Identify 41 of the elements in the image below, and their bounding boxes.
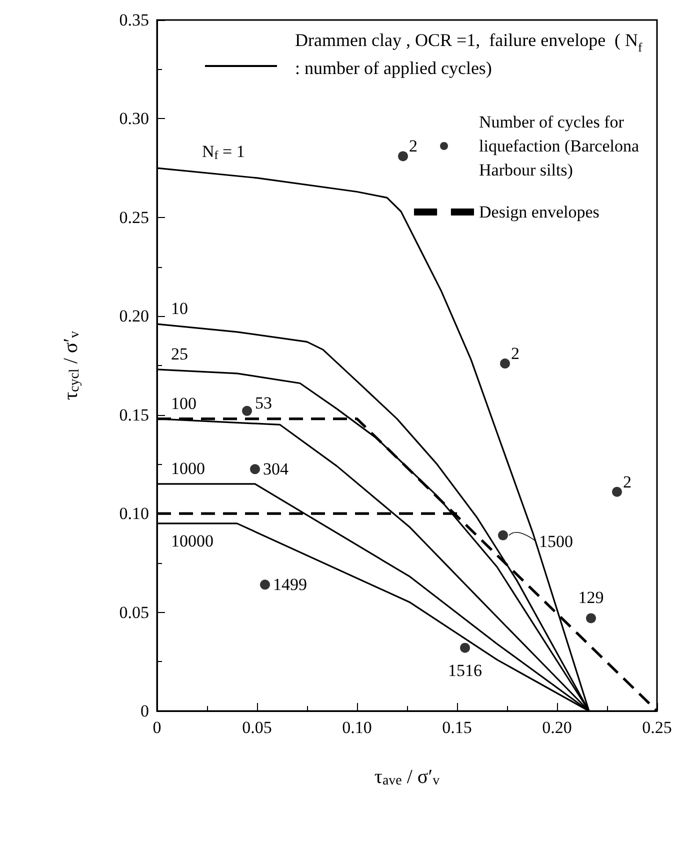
- x-axis-title: τave / σ′v: [374, 766, 440, 788]
- y-tick-label: 0.20: [119, 306, 149, 326]
- point: [260, 580, 270, 590]
- x-tick-label: 0: [152, 718, 162, 737]
- x-tick-label: 0.25: [642, 718, 672, 737]
- y-tick-label: 0.15: [119, 405, 149, 424]
- annotation: 2: [511, 344, 520, 364]
- point: [612, 486, 622, 497]
- y-tick-label: 0.25: [119, 208, 149, 227]
- y-axis-title: τcycl / σ′v: [60, 330, 82, 400]
- y-tick-label: 0.05: [119, 602, 149, 622]
- series-label: 25: [171, 344, 188, 364]
- series-label: 1000: [171, 458, 205, 478]
- annotation: 1500: [539, 532, 573, 551]
- y-tick-label: 0.10: [119, 504, 149, 524]
- annotation: 1516: [448, 660, 482, 680]
- y-tick-label: 0.30: [119, 109, 149, 128]
- x-tick-label: 0.20: [542, 718, 572, 737]
- annotation: 2: [623, 472, 632, 492]
- series-label: 10000: [171, 531, 214, 550]
- annotation: 2: [409, 136, 418, 156]
- point: [460, 642, 470, 653]
- annotation: 304: [263, 460, 289, 479]
- y-tick-label: 0.35: [119, 10, 149, 30]
- x-tick-label: 0.15: [442, 718, 472, 737]
- y-tick-label: 0: [140, 702, 149, 720]
- annotation: 53: [255, 393, 272, 412]
- point: [500, 358, 510, 369]
- legend-label: Design envelopes: [479, 202, 600, 222]
- annotation: 129: [578, 588, 604, 608]
- point: [250, 464, 260, 474]
- series-label: 10: [171, 299, 188, 318]
- x-tick-label: 0.05: [242, 718, 272, 737]
- point: [242, 406, 252, 416]
- point: [398, 151, 408, 162]
- legend-label: Number of cycles for liquefaction (Barcelona Harbour silts): [479, 112, 644, 180]
- series-label: 100: [171, 394, 196, 413]
- x-tick-label: 0.10: [342, 718, 372, 737]
- annotation: 1499: [273, 575, 307, 594]
- point: [498, 530, 508, 540]
- point: [586, 613, 596, 624]
